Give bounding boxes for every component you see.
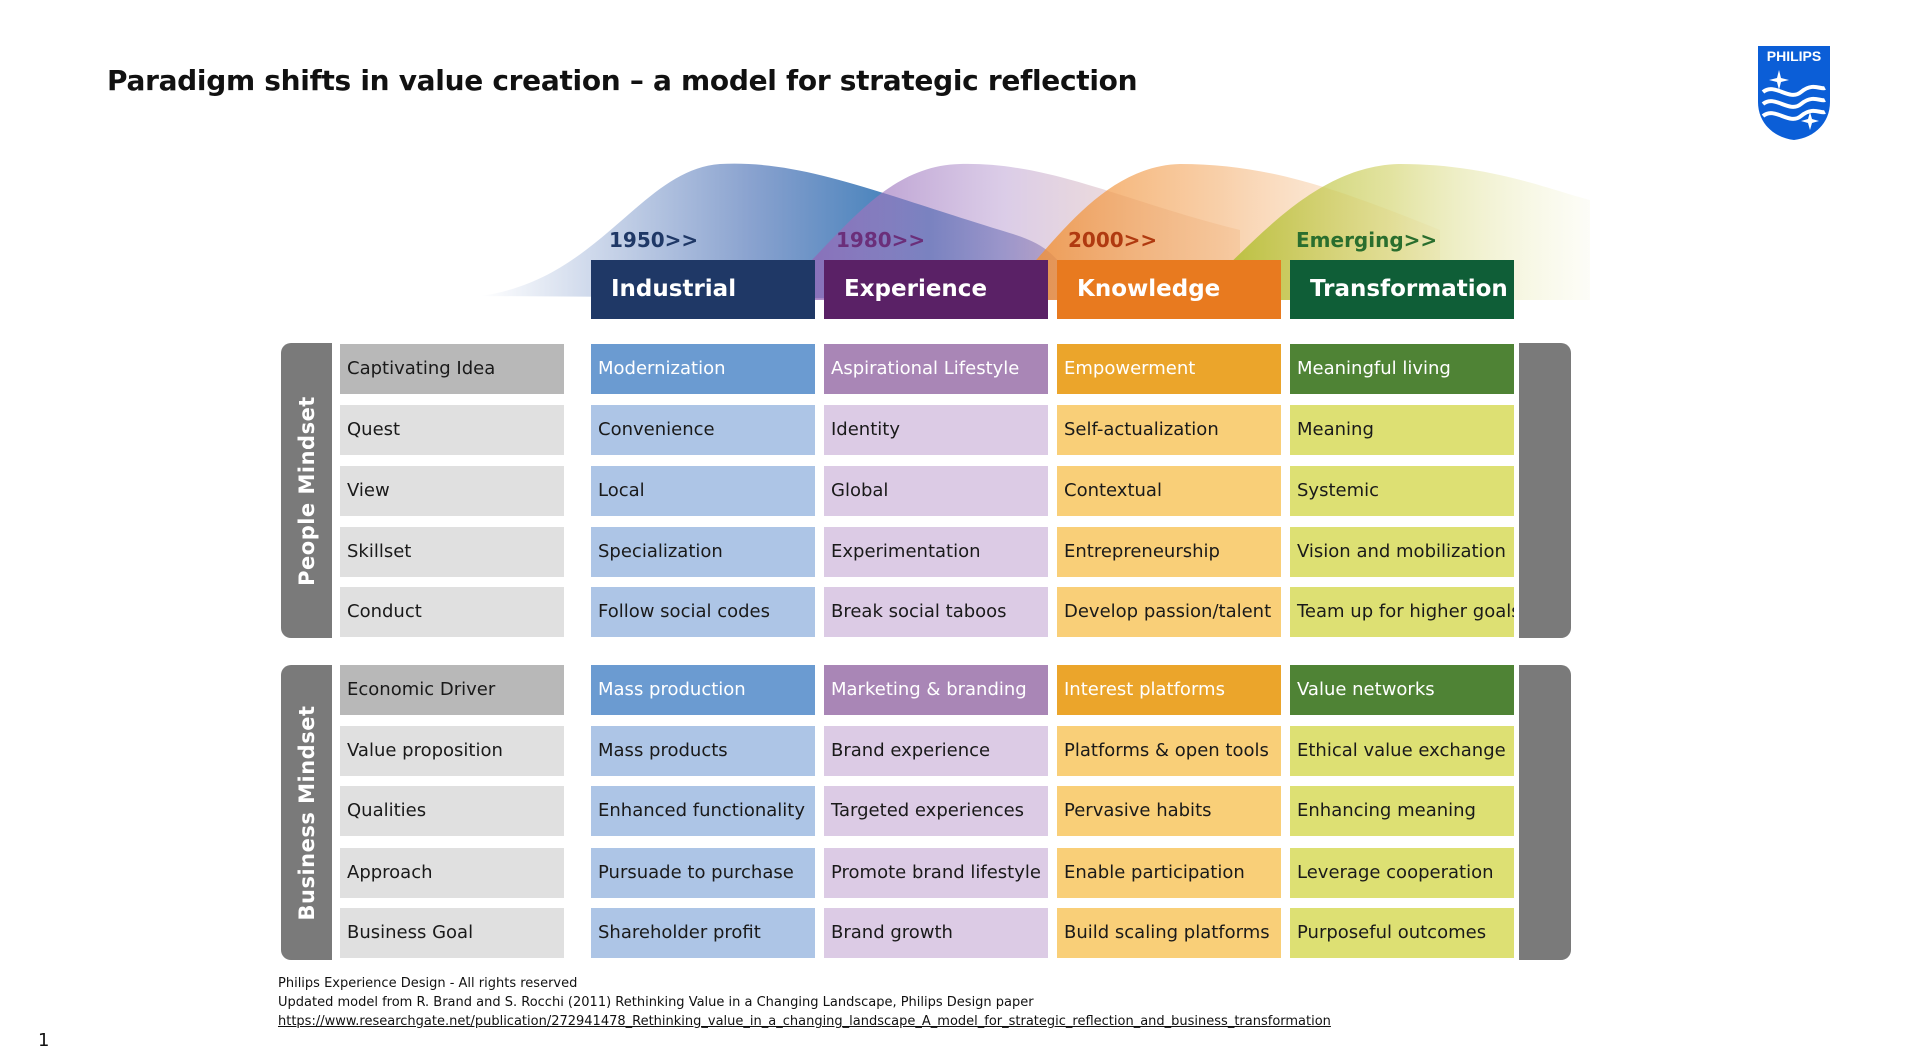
business-mindset-label: Business Mindset (294, 704, 319, 921)
column-header-transformation: Transformation (1290, 260, 1514, 319)
business-mindset-right-bar (1519, 665, 1571, 960)
page-title: Paradigm shifts in value creation – a mo… (107, 64, 1138, 97)
matrix-cell: Enhancing meaning (1290, 786, 1514, 836)
matrix-cell: Meaning (1290, 405, 1514, 455)
row-label: View (340, 466, 564, 516)
footer-source: Updated model from R. Brand and S. Rocch… (278, 995, 1034, 1010)
philips-shield-logo: PHILIPS (1758, 46, 1830, 140)
people-mindset-label: People Mindset (294, 395, 319, 586)
row-label: Business Goal (340, 908, 564, 958)
matrix-cell: Brand growth (824, 908, 1048, 958)
matrix-cell: Interest platforms (1057, 665, 1281, 715)
matrix-cell: Modernization (591, 344, 815, 394)
matrix-cell: Mass products (591, 726, 815, 776)
matrix-cell: Local (591, 466, 815, 516)
matrix-cell: Vision and mobilization (1290, 527, 1514, 577)
page-number: 1 (38, 1030, 50, 1051)
matrix-cell: Enhanced functionality (591, 786, 815, 836)
era-year-transformation: Emerging>> (1296, 228, 1438, 252)
footer-link[interactable]: https://www.researchgate.net/publication… (278, 1014, 1331, 1029)
matrix-cell: Convenience (591, 405, 815, 455)
matrix-cell: Leverage cooperation (1290, 848, 1514, 898)
matrix-cell: Identity (824, 405, 1048, 455)
matrix-cell: Contextual (1057, 466, 1281, 516)
matrix-cell: Mass production (591, 665, 815, 715)
matrix-cell: Pervasive habits (1057, 786, 1281, 836)
row-label: Approach (340, 848, 564, 898)
matrix-cell: Develop passion/talent (1057, 587, 1281, 637)
footer-copyright: Philips Experience Design - All rights r… (278, 976, 578, 991)
matrix-cell: Promote brand lifestyle (824, 848, 1048, 898)
matrix-cell: Global (824, 466, 1048, 516)
column-header-experience: Experience (824, 260, 1048, 319)
matrix-cell: Pursuade to purchase (591, 848, 815, 898)
matrix-cell: Targeted experiences (824, 786, 1048, 836)
row-label: Economic Driver (340, 665, 564, 715)
matrix-cell: Aspirational Lifestyle (824, 344, 1048, 394)
row-label: Conduct (340, 587, 564, 637)
row-label: Value proposition (340, 726, 564, 776)
row-label: Captivating Idea (340, 344, 564, 394)
matrix-cell: Empowerment (1057, 344, 1281, 394)
era-year-experience: 1980>> (836, 228, 926, 252)
column-header-industrial: Industrial (591, 260, 815, 319)
matrix-cell: Marketing & branding (824, 665, 1048, 715)
era-year-industrial: 1950>> (609, 228, 699, 252)
matrix-cell: Meaningful living (1290, 344, 1514, 394)
matrix-cell: Value networks (1290, 665, 1514, 715)
matrix-cell: Entrepreneurship (1057, 527, 1281, 577)
matrix-cell: Experimentation (824, 527, 1048, 577)
people-mindset-bar: People Mindset (281, 343, 332, 638)
row-label: Qualities (340, 786, 564, 836)
era-year-knowledge: 2000>> (1068, 228, 1158, 252)
svg-text:PHILIPS: PHILIPS (1767, 48, 1821, 64)
matrix-cell: Self-actualization (1057, 405, 1281, 455)
people-mindset-right-bar (1519, 343, 1571, 638)
row-label: Skillset (340, 527, 564, 577)
matrix-cell: Break social taboos (824, 587, 1048, 637)
column-header-knowledge: Knowledge (1057, 260, 1281, 319)
matrix-cell: Ethical value exchange (1290, 726, 1514, 776)
matrix-cell: Shareholder profit (591, 908, 815, 958)
matrix-cell: Platforms & open tools (1057, 726, 1281, 776)
matrix-cell: Systemic (1290, 466, 1514, 516)
row-label: Quest (340, 405, 564, 455)
matrix-cell: Brand experience (824, 726, 1048, 776)
matrix-cell: Specialization (591, 527, 815, 577)
matrix-cell: Build scaling platforms (1057, 908, 1281, 958)
matrix-cell: Enable participation (1057, 848, 1281, 898)
matrix-cell: Purposeful outcomes (1290, 908, 1514, 958)
matrix-cell: Team up for higher goals (1290, 587, 1514, 637)
business-mindset-bar: Business Mindset (281, 665, 332, 960)
matrix-cell: Follow social codes (591, 587, 815, 637)
